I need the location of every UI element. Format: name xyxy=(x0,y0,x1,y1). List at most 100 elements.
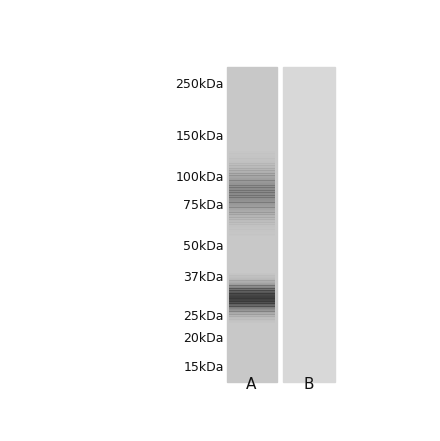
Bar xyxy=(229,205,275,206)
Bar xyxy=(229,163,275,164)
Bar xyxy=(229,296,275,297)
Bar xyxy=(229,305,275,306)
Bar xyxy=(229,302,275,303)
Bar xyxy=(229,177,275,178)
Text: 15kDa: 15kDa xyxy=(183,362,224,374)
Bar xyxy=(229,162,275,163)
Bar xyxy=(229,277,275,278)
Bar xyxy=(229,276,275,277)
Bar xyxy=(229,301,275,302)
Bar xyxy=(229,209,275,210)
Bar xyxy=(229,178,275,179)
Bar xyxy=(229,308,275,309)
Text: 25kDa: 25kDa xyxy=(183,310,224,323)
Bar xyxy=(229,235,275,236)
Bar xyxy=(229,290,275,291)
Bar xyxy=(283,67,335,382)
Bar xyxy=(229,168,275,169)
Bar xyxy=(229,294,275,295)
Bar xyxy=(229,217,275,218)
Bar xyxy=(229,280,275,281)
Bar xyxy=(229,315,275,316)
Bar xyxy=(229,205,275,206)
Bar xyxy=(229,300,275,301)
Bar xyxy=(229,203,275,204)
Bar xyxy=(229,317,275,318)
Bar xyxy=(229,301,275,302)
Bar xyxy=(229,198,275,199)
Bar xyxy=(229,304,275,305)
Bar xyxy=(229,289,275,290)
Bar xyxy=(229,163,275,164)
Bar xyxy=(229,314,275,315)
Bar xyxy=(229,181,275,182)
Bar xyxy=(229,293,275,294)
Bar xyxy=(229,318,275,319)
Bar xyxy=(229,275,275,276)
Bar xyxy=(229,196,275,197)
Text: A: A xyxy=(246,377,256,392)
Bar xyxy=(229,273,275,274)
Bar xyxy=(229,297,275,298)
Bar xyxy=(229,229,275,230)
Bar xyxy=(229,179,275,180)
Bar xyxy=(229,311,275,312)
Bar xyxy=(229,157,275,158)
Bar xyxy=(229,210,275,211)
Bar xyxy=(229,200,275,201)
Bar xyxy=(229,229,275,230)
Bar xyxy=(229,207,275,208)
Bar xyxy=(229,214,275,215)
Bar xyxy=(229,316,275,317)
Bar xyxy=(229,318,275,319)
Bar xyxy=(229,171,275,172)
Bar xyxy=(229,299,275,300)
Bar xyxy=(229,322,275,323)
Bar xyxy=(229,199,275,200)
Bar xyxy=(229,176,275,177)
Bar xyxy=(229,202,275,203)
Text: 100kDa: 100kDa xyxy=(175,171,224,183)
Bar xyxy=(229,295,275,296)
Bar xyxy=(229,193,275,194)
Bar xyxy=(229,321,275,322)
Bar xyxy=(229,160,275,161)
Bar xyxy=(229,197,275,198)
Bar xyxy=(229,306,275,307)
Bar xyxy=(229,310,275,311)
Bar xyxy=(229,285,275,286)
Bar xyxy=(229,172,275,173)
Bar xyxy=(229,287,275,288)
Bar xyxy=(229,171,275,172)
Bar xyxy=(229,187,275,188)
Bar xyxy=(229,213,275,214)
Bar xyxy=(229,285,275,286)
Bar xyxy=(229,291,275,292)
Bar xyxy=(229,158,275,159)
Bar xyxy=(229,275,275,276)
Bar xyxy=(229,185,275,186)
Bar xyxy=(229,319,275,320)
Bar xyxy=(229,175,275,176)
Bar xyxy=(229,219,275,220)
Bar xyxy=(229,173,275,174)
Bar xyxy=(229,303,275,304)
Bar xyxy=(229,294,275,295)
Text: 37kDa: 37kDa xyxy=(183,271,224,284)
Bar xyxy=(229,311,275,312)
Bar xyxy=(229,209,275,210)
Bar xyxy=(229,156,275,157)
Bar xyxy=(229,174,275,175)
Bar xyxy=(229,228,275,229)
Bar xyxy=(229,292,275,293)
Bar xyxy=(227,67,277,382)
Bar xyxy=(229,221,275,223)
Bar xyxy=(229,172,275,173)
Bar xyxy=(229,204,275,205)
Bar xyxy=(229,277,275,278)
Bar xyxy=(229,194,275,195)
Bar xyxy=(229,191,275,192)
Bar xyxy=(229,165,275,166)
Bar xyxy=(229,167,275,168)
Bar xyxy=(229,184,275,185)
